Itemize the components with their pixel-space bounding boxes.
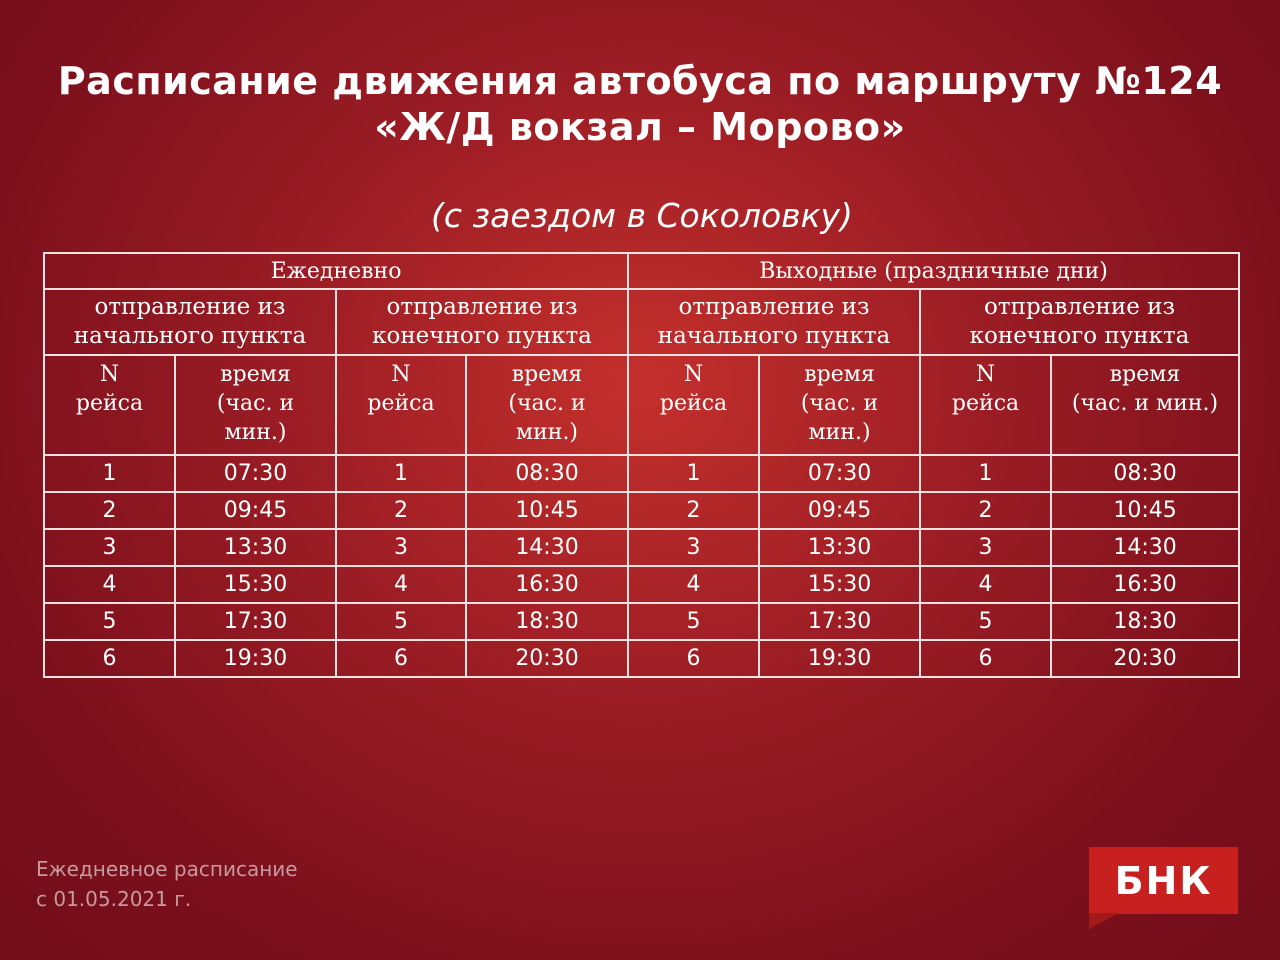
subgroup-header: отправление из начального пункта [43,288,337,356]
departure-time-cell: 17:30 [758,602,922,641]
logo-text: БНК [1114,858,1213,903]
column-header-trip-number: N рейса [627,354,761,456]
column-header-time: время (час. и мин.) [174,354,337,456]
column-header-time: время (час. и мин.) [1050,354,1241,456]
schedule-note-line-2: с 01.05.2021 г. [36,887,192,911]
bnk-logo: БНК [1089,847,1238,914]
departure-time-cell: 16:30 [464,565,630,604]
trip-number-cell: 6 [43,639,176,678]
departure-time-cell: 17:30 [174,602,337,641]
group-header-daily: Ежедневно [42,252,630,290]
departure-time-cell: 10:45 [1050,491,1241,530]
departure-time-cell: 10:45 [464,491,630,530]
departure-time-cell: 14:30 [464,528,630,567]
departure-time-cell: 07:30 [174,454,337,493]
trip-number-cell: 6 [627,639,761,678]
departure-time-cell: 18:30 [464,602,630,641]
column-header-time: время (час. и мин.) [464,354,630,456]
column-header-trip-number: N рейса [919,354,1053,456]
trip-number-cell: 5 [919,602,1053,641]
schedule-table: Ежедневно Выходные (праздничные дни) отп… [42,252,1241,678]
departure-time-cell: 20:30 [464,639,630,678]
trip-number-cell: 4 [43,565,176,604]
departure-time-cell: 15:30 [758,565,922,604]
table-row: 3 13:30 3 14:30 3 13:30 3 14:30 [43,528,1241,567]
table-row: 5 17:30 5 18:30 5 17:30 5 18:30 [43,602,1241,641]
trip-number-cell: 3 [335,528,467,567]
departure-time-cell: 08:30 [1050,454,1241,493]
trip-number-cell: 6 [335,639,467,678]
trip-number-cell: 5 [43,602,176,641]
title-line-1: Расписание движения автобуса по маршруту… [57,59,1223,103]
schedule-note-line-1: Ежедневное расписание [36,857,298,881]
group-header-row: Ежедневно Выходные (праздничные дни) [42,252,1241,290]
column-header-trip-number: N рейса [43,354,176,456]
column-header-time: время (час. и мин.) [758,354,922,456]
departure-time-cell: 15:30 [174,565,337,604]
group-header-weekend: Выходные (праздничные дни) [627,252,1241,290]
departure-time-cell: 14:30 [1050,528,1241,567]
trip-number-cell: 1 [919,454,1053,493]
trip-number-cell: 2 [335,491,467,530]
trip-number-cell: 5 [335,602,467,641]
subgroup-header: отправление из конечного пункта [334,288,630,356]
logo-tail-shape [1089,913,1119,929]
trip-number-cell: 2 [919,491,1053,530]
departure-time-cell: 09:45 [758,491,922,530]
trip-number-cell: 1 [627,454,761,493]
departure-time-cell: 09:45 [174,491,337,530]
schedule-note: Ежедневное расписание с 01.05.2021 г. [36,854,298,914]
table-row: 2 09:45 2 10:45 2 09:45 2 10:45 [43,491,1241,530]
departure-time-cell: 13:30 [758,528,922,567]
departure-time-cell: 19:30 [758,639,922,678]
trip-number-cell: 5 [627,602,761,641]
departure-time-cell: 19:30 [174,639,337,678]
subgroup-header: отправление из конечного пункта [919,288,1241,356]
table-row: 1 07:30 1 08:30 1 07:30 1 08:30 [43,454,1241,493]
trip-number-cell: 1 [43,454,176,493]
trip-number-cell: 1 [335,454,467,493]
subgroup-header: отправление из начального пункта [627,288,922,356]
departure-time-cell: 13:30 [174,528,337,567]
trip-number-cell: 4 [335,565,467,604]
trip-number-cell: 2 [43,491,176,530]
page-title: Расписание движения автобуса по маршруту… [0,58,1280,150]
trip-number-cell: 3 [919,528,1053,567]
trip-number-cell: 4 [627,565,761,604]
subgroup-header-row: отправление из начального пункта отправл… [43,288,1241,356]
trip-number-cell: 4 [919,565,1053,604]
column-header-trip-number: N рейса [335,354,467,456]
trip-number-cell: 3 [627,528,761,567]
table-row: 6 19:30 6 20:30 6 19:30 6 20:30 [43,639,1241,678]
departure-time-cell: 08:30 [464,454,630,493]
table-row: 4 15:30 4 16:30 4 15:30 4 16:30 [43,565,1241,604]
trip-number-cell: 6 [919,639,1053,678]
trip-number-cell: 3 [43,528,176,567]
departure-time-cell: 20:30 [1050,639,1241,678]
column-header-row: N рейса время (час. и мин.) N рейса врем… [43,354,1241,456]
page-subtitle: (с заездом в Соколовку) [431,196,853,235]
departure-time-cell: 18:30 [1050,602,1241,641]
departure-time-cell: 07:30 [758,454,922,493]
trip-number-cell: 2 [627,491,761,530]
title-line-2: «Ж/Д вокзал – Морово» [374,105,906,149]
departure-time-cell: 16:30 [1050,565,1241,604]
